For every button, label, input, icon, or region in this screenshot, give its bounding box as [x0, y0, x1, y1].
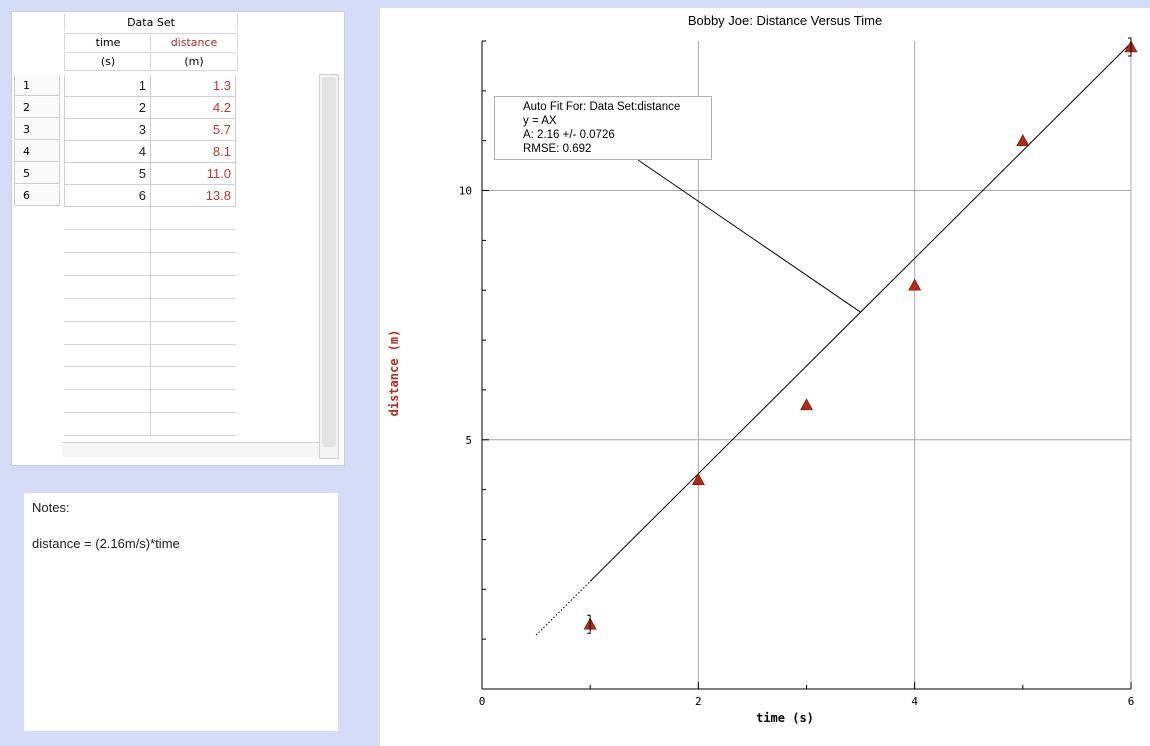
data-point-marker[interactable] [1016, 134, 1030, 146]
row-index[interactable]: 5 [14, 163, 60, 184]
time-cell[interactable]: 4 [64, 141, 150, 163]
data-point[interactable] [583, 614, 597, 634]
data-table: Data Set time distance (s) (m) 1 1 1.3 2… [11, 11, 345, 466]
data-point-marker[interactable] [799, 398, 814, 411]
empty-row[interactable] [64, 367, 236, 391]
table-row: 1 1 1.3 [14, 75, 236, 97]
fit-box-pointer [637, 159, 861, 313]
time-cell[interactable]: 1 [64, 75, 150, 97]
empty-row[interactable] [64, 413, 236, 437]
data-points[interactable] [583, 37, 1138, 634]
fit-title: Auto Fit For: Data Set:distance [523, 101, 681, 113]
x-axis-title: time (s) [756, 711, 814, 725]
x-tick-label: 6 [1128, 695, 1135, 708]
row-index[interactable]: 4 [14, 141, 60, 162]
empty-row[interactable] [64, 275, 236, 299]
notes-panel[interactable]: Notes: distance = (2.16m/s)*time [24, 493, 338, 731]
y-axis-title: distance (m) [387, 330, 401, 417]
table-row: 2 2 4.2 [14, 97, 236, 119]
distance-time-graph[interactable]: Bobby Joe: Distance Versus Time 0 2 4 6510 … [380, 8, 1150, 746]
time-cell[interactable]: 6 [64, 185, 150, 207]
notes-title: Notes: [32, 500, 70, 515]
fit-line-extrapolated [535, 580, 591, 636]
grid-lines [482, 41, 1132, 689]
fit-rmse: RMSE: 0.692 [523, 143, 592, 155]
x-tick-label: 0 [479, 695, 486, 708]
row-index[interactable]: 2 [14, 97, 60, 118]
chart-title: Bobby Joe: Distance Versus Time [688, 13, 882, 28]
time-cell[interactable]: 3 [64, 119, 150, 141]
x-tick-label: 2 [695, 695, 702, 708]
time-cell[interactable]: 5 [64, 163, 150, 185]
distance-cell[interactable]: 8.1 [150, 141, 236, 163]
data-point[interactable] [1124, 37, 1138, 57]
empty-row[interactable] [64, 207, 236, 230]
scrollbar-thumb[interactable] [322, 77, 336, 447]
row-index[interactable]: 6 [14, 185, 60, 206]
vertical-scrollbar[interactable] [319, 74, 339, 459]
empty-row[interactable] [64, 298, 236, 322]
empty-row[interactable] [64, 252, 236, 276]
column-unit-distance: (m) [150, 52, 238, 71]
y-tick-label: 5 [465, 434, 472, 447]
fit-lines [535, 42, 1132, 636]
data-point[interactable] [1016, 134, 1030, 146]
fit-parameter: A: 2.16 +/- 0.0726 [523, 129, 615, 141]
horizontal-scrollbar[interactable] [62, 442, 319, 457]
distance-cell[interactable]: 1.3 [150, 75, 236, 97]
distance-cell[interactable]: 5.7 [150, 119, 236, 141]
row-index[interactable]: 1 [14, 75, 60, 96]
y-tick-label: 10 [459, 185, 472, 198]
auto-fit-box[interactable]: Auto Fit For: Data Set:distance y = AX A… [494, 96, 712, 160]
empty-row[interactable] [64, 344, 236, 368]
data-point-marker[interactable] [691, 473, 705, 485]
empty-row[interactable] [64, 390, 236, 414]
fit-equation: y = AX [523, 115, 557, 127]
table-row: 4 4 8.1 [14, 141, 236, 163]
column-header-distance[interactable]: distance [150, 33, 238, 51]
distance-cell[interactable]: 13.8 [150, 185, 236, 207]
graph-panel[interactable]: Bobby Joe: Distance Versus Time 0 2 4 6 5 10 … [380, 8, 1150, 746]
column-unit-time: (s) [64, 52, 151, 71]
time-cell[interactable]: 2 [64, 97, 150, 119]
table-row: 6 6 13.8 [14, 185, 236, 207]
dataset-header: Data Set [64, 14, 238, 31]
table-row: 3 3 5.7 [14, 119, 236, 141]
column-header-time[interactable]: time [64, 33, 151, 51]
data-point[interactable] [691, 473, 705, 485]
x-tick-label: 4 [911, 695, 918, 708]
axes: 0 2 4 6 5 10 [459, 40, 1135, 708]
notes-text[interactable]: distance = (2.16m/s)*time [32, 536, 180, 551]
data-point-marker[interactable] [908, 278, 922, 291]
data-point[interactable] [799, 398, 814, 411]
empty-row[interactable] [64, 321, 236, 345]
error-bar [1128, 37, 1132, 57]
distance-cell[interactable]: 4.2 [150, 97, 236, 119]
data-point[interactable] [908, 278, 922, 291]
table-row: 5 5 11.0 [14, 163, 236, 185]
distance-cell[interactable]: 11.0 [150, 163, 236, 185]
empty-row[interactable] [64, 229, 236, 253]
error-bar [587, 614, 591, 634]
row-index[interactable]: 3 [14, 119, 60, 140]
